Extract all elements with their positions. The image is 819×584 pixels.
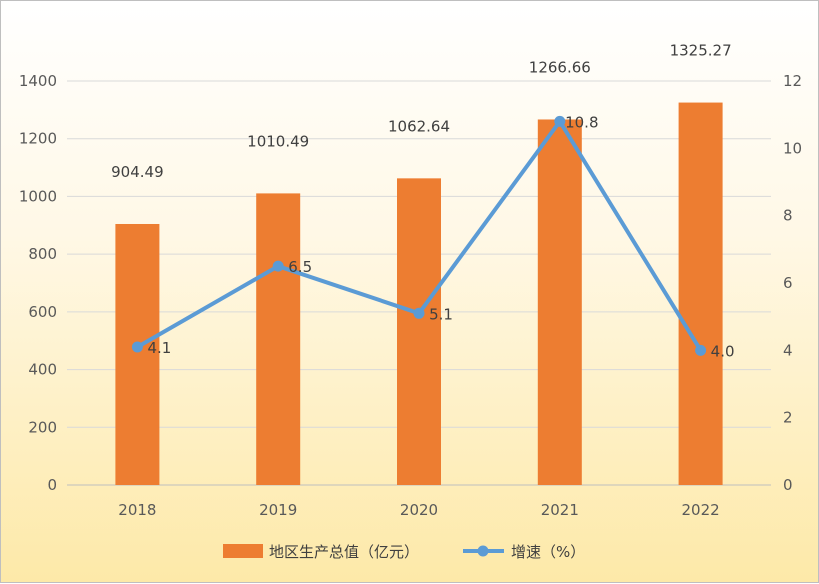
x-tick-label: 2021 — [541, 501, 579, 519]
bar — [678, 102, 723, 485]
growth-value-label: 6.5 — [288, 258, 312, 276]
growth-value-label: 4.1 — [147, 339, 171, 357]
growth-point — [554, 115, 566, 127]
left-axis-ticks: 0 200 400 600 800 1000 1200 1400 — [19, 72, 57, 494]
left-tick-label: 1200 — [19, 130, 57, 148]
growth-point — [272, 260, 284, 272]
legend-label-growth: 增速（%） — [511, 543, 585, 561]
x-tick-label: 2019 — [259, 501, 297, 519]
growth-value-label: 5.1 — [429, 305, 453, 323]
right-tick-label: 6 — [783, 274, 793, 292]
legend-label-gdp: 地区生产总值（亿元） — [269, 543, 419, 561]
x-tick-label: 2020 — [400, 501, 438, 519]
growth-value-label: 10.8 — [565, 113, 598, 131]
right-tick-label: 4 — [783, 341, 793, 359]
growth-point — [413, 307, 425, 319]
x-tick-label: 2022 — [682, 501, 720, 519]
data-labels: 904.49 1010.49 1062.64 1266.66 1325.27 4.1 6.5… — [111, 42, 734, 361]
right-tick-label: 10 — [783, 139, 802, 157]
growth-value-label: 4.0 — [711, 342, 735, 360]
bar-value-label: 1325.27 — [670, 42, 732, 60]
bar — [397, 178, 441, 485]
x-tick-label: 2018 — [118, 501, 156, 519]
left-tick-label: 0 — [47, 476, 57, 494]
left-tick-label: 600 — [28, 303, 57, 321]
right-tick-label: 2 — [783, 409, 793, 427]
bar-series — [115, 102, 723, 485]
bar — [537, 119, 582, 485]
left-tick-label: 1400 — [19, 72, 57, 90]
bar-value-label: 1266.66 — [529, 58, 591, 76]
growth-point — [131, 341, 143, 353]
right-tick-label: 12 — [783, 72, 802, 90]
bar-value-label: 904.49 — [111, 163, 164, 181]
bar-value-label: 1010.49 — [247, 132, 309, 150]
right-tick-label: 8 — [783, 207, 793, 225]
left-tick-label: 400 — [28, 361, 57, 379]
x-axis-ticks: 2018 2019 2020 2021 2022 — [118, 501, 719, 519]
bar-value-label: 1062.64 — [388, 117, 450, 135]
right-tick-label: 0 — [783, 476, 793, 494]
bar — [115, 223, 160, 485]
legend: 地区生产总值（亿元） 增速（%） — [223, 543, 585, 561]
growth-point — [695, 344, 707, 356]
left-tick-label: 200 — [28, 418, 57, 436]
left-tick-label: 1000 — [19, 187, 57, 205]
right-axis-ticks: 0 2 4 6 8 10 12 — [783, 72, 802, 494]
line-series — [131, 115, 707, 356]
left-tick-label: 800 — [28, 245, 57, 263]
bar — [256, 193, 301, 485]
legend-swatch-growth-marker — [477, 545, 489, 557]
legend-swatch-gdp — [223, 544, 263, 558]
